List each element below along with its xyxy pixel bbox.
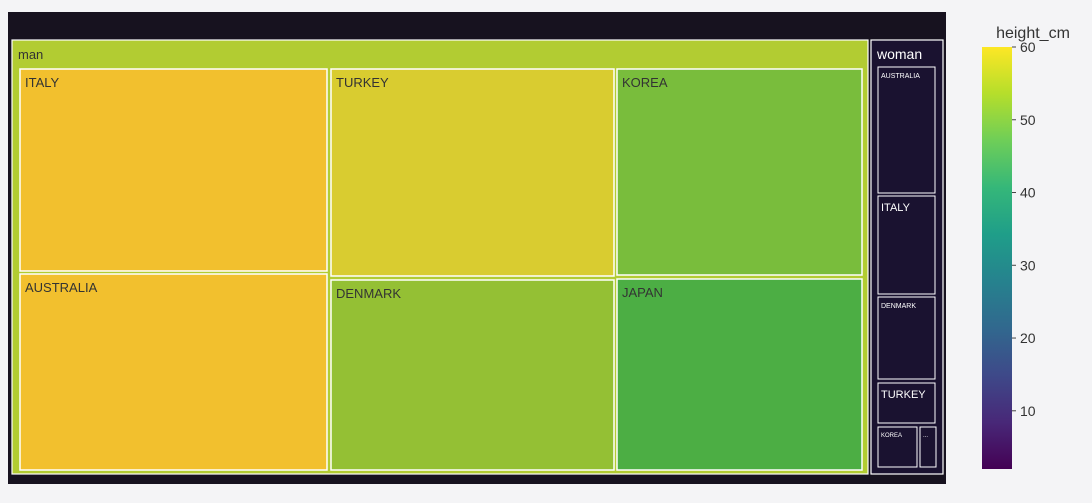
colorbar-tick-label-10: 10 (1020, 403, 1036, 419)
tile-woman-italy-rect[interactable] (877, 195, 936, 295)
colorbar-gradient (982, 47, 1012, 469)
tile-woman-korea-rect[interactable] (877, 426, 918, 468)
tile-man-denmark-rect[interactable] (330, 279, 615, 471)
tile-man-turkey-rect[interactable] (330, 68, 615, 277)
tile-woman-korea-label: KOREA (881, 433, 902, 439)
group-woman[interactable]: woman AUSTRALIA ITALY DENMARK TURKEY KOREA... (870, 39, 944, 475)
tile-man-korea-rect[interactable] (616, 68, 863, 276)
tile-man-italy[interactable]: ITALY (19, 68, 328, 272)
tile-man-australia-label: AUSTRALIA (25, 280, 98, 295)
tile-woman-australia-label: AUSTRALIA (881, 73, 920, 80)
tile-woman-turkey[interactable]: TURKEY (877, 382, 936, 424)
tile-woman-australia[interactable]: AUSTRALIA (877, 66, 936, 194)
tile-woman-turkey-rect[interactable] (877, 382, 936, 424)
colorbar-title: height_cm (996, 25, 1070, 42)
tile-woman-australia-rect[interactable] (877, 66, 936, 194)
colorbar-tick-label-20: 20 (1020, 330, 1036, 346)
tile-woman-italy-label: ITALY (881, 202, 911, 214)
group-man[interactable]: man ITALY AUSTRALIA TURKEY DENMARK KOREA JAPAN (11, 39, 869, 475)
treemap-plot-area: man ITALY AUSTRALIA TURKEY DENMARK KOREA JAPAN… (8, 12, 946, 484)
tile-woman-denmark[interactable]: DENMARK (877, 296, 936, 380)
tile-man-korea[interactable]: KOREA (616, 68, 863, 276)
group-man-label: man (18, 47, 43, 62)
colorbar-tick-label-40: 40 (1020, 185, 1036, 201)
tile-man-denmark[interactable]: DENMARK (330, 279, 615, 471)
colorbar-tick-label-30: 30 (1020, 257, 1036, 273)
tile-woman-item-label: ... (923, 433, 928, 439)
colorbar-tick-label-60: 60 (1020, 39, 1036, 55)
tile-man-japan-label: JAPAN (622, 285, 663, 300)
tile-man-australia[interactable]: AUSTRALIA (19, 273, 328, 471)
tile-woman-turkey-label: TURKEY (881, 389, 926, 401)
tile-man-turkey[interactable]: TURKEY (330, 68, 615, 277)
tile-woman-korea[interactable]: KOREA (877, 426, 918, 468)
tile-woman-item-rect[interactable] (919, 426, 937, 468)
tile-man-italy-rect[interactable] (19, 68, 328, 272)
tile-man-denmark-label: DENMARK (336, 286, 401, 301)
tile-man-italy-label: ITALY (25, 75, 60, 90)
tile-man-korea-label: KOREA (622, 75, 668, 90)
tile-man-turkey-label: TURKEY (336, 75, 389, 90)
group-woman-label: woman (876, 46, 922, 62)
tile-man-japan[interactable]: JAPAN (616, 278, 863, 471)
tile-woman-italy[interactable]: ITALY (877, 195, 936, 295)
colorbar-tick-label-50: 50 (1020, 112, 1036, 128)
tile-woman-denmark-rect[interactable] (877, 296, 936, 380)
tile-man-japan-rect[interactable] (616, 278, 863, 471)
tile-man-australia-rect[interactable] (19, 273, 328, 471)
colorbar: height_cm 10 20 30 40 50 60 (982, 25, 1070, 469)
tile-woman-item[interactable]: ... (919, 426, 937, 468)
tile-woman-denmark-label: DENMARK (881, 303, 916, 310)
